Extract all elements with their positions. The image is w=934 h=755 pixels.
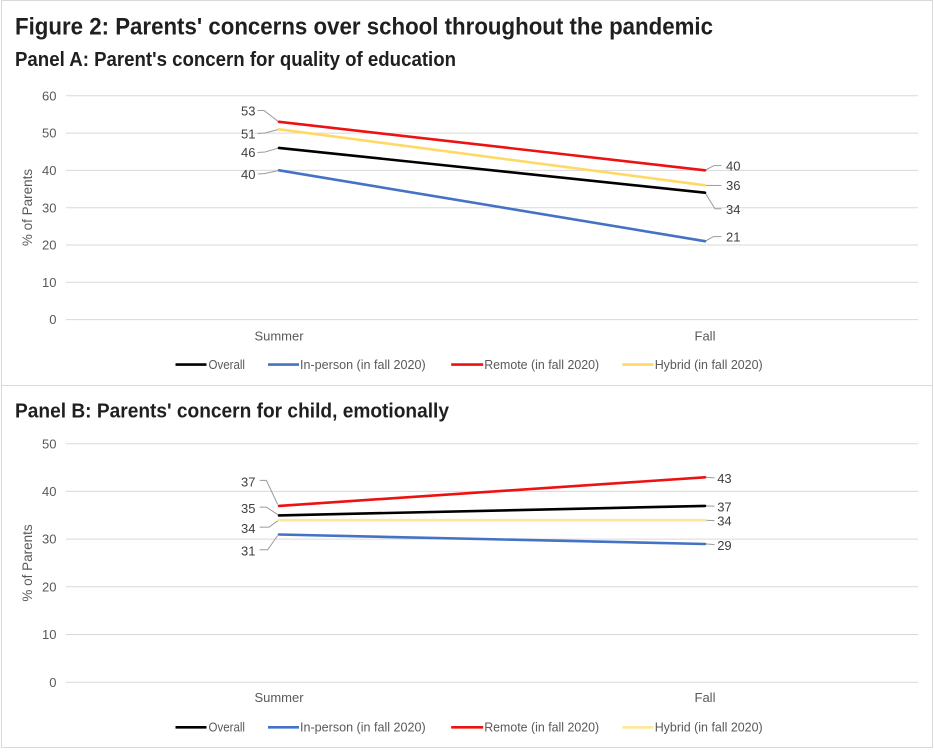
- svg-text:Figure 2: Parents' concerns ov: Figure 2: Parents' concerns over school …: [15, 14, 713, 41]
- svg-text:31: 31: [241, 544, 255, 559]
- svg-text:Fall: Fall: [695, 690, 716, 705]
- svg-text:10: 10: [42, 275, 56, 290]
- svg-text:20: 20: [42, 579, 56, 594]
- svg-text:29: 29: [717, 538, 731, 553]
- svg-text:40: 40: [241, 167, 255, 182]
- svg-text:43: 43: [717, 471, 731, 486]
- svg-text:40: 40: [42, 163, 56, 178]
- svg-text:51: 51: [241, 127, 255, 142]
- svg-text:34: 34: [726, 202, 740, 217]
- svg-text:Overall: Overall: [209, 357, 246, 372]
- svg-text:53: 53: [241, 104, 255, 119]
- svg-text:30: 30: [42, 200, 56, 215]
- svg-text:50: 50: [42, 126, 56, 141]
- svg-text:34: 34: [717, 513, 731, 528]
- svg-text:34: 34: [241, 521, 255, 536]
- svg-text:60: 60: [42, 88, 56, 103]
- svg-text:Summer: Summer: [254, 329, 304, 344]
- svg-text:50: 50: [42, 436, 56, 451]
- svg-text:% of Parents: % of Parents: [20, 169, 35, 247]
- svg-text:Panel A: Parent's concern for: Panel A: Parent's concern for quality of…: [15, 49, 456, 71]
- svg-text:36: 36: [726, 178, 740, 193]
- svg-text:Fall: Fall: [695, 329, 716, 344]
- svg-text:20: 20: [42, 238, 56, 253]
- svg-text:In-person (in fall 2020): In-person (in fall 2020): [300, 357, 426, 372]
- svg-text:% of Parents: % of Parents: [20, 524, 35, 602]
- svg-text:Overall: Overall: [209, 720, 246, 735]
- svg-text:Panel B: Parents' concern for: Panel B: Parents' concern for child, emo…: [15, 401, 450, 423]
- svg-text:40: 40: [42, 484, 56, 499]
- svg-text:0: 0: [49, 675, 56, 690]
- svg-text:46: 46: [241, 145, 255, 160]
- svg-text:In-person (in fall 2020): In-person (in fall 2020): [300, 720, 426, 735]
- svg-text:10: 10: [42, 627, 56, 642]
- svg-text:Remote (in fall 2020): Remote (in fall 2020): [484, 357, 599, 372]
- svg-text:37: 37: [717, 499, 731, 514]
- svg-text:40: 40: [726, 158, 740, 173]
- svg-text:Remote (in fall 2020): Remote (in fall 2020): [484, 720, 599, 735]
- svg-text:37: 37: [241, 474, 255, 489]
- svg-text:Summer: Summer: [254, 690, 304, 705]
- svg-text:0: 0: [49, 312, 56, 327]
- svg-text:21: 21: [726, 230, 740, 245]
- svg-text:Hybrid (in fall 2020): Hybrid (in fall 2020): [655, 357, 763, 372]
- svg-text:35: 35: [241, 501, 255, 516]
- svg-text:30: 30: [42, 532, 56, 547]
- svg-text:Hybrid (in fall 2020): Hybrid (in fall 2020): [655, 720, 763, 735]
